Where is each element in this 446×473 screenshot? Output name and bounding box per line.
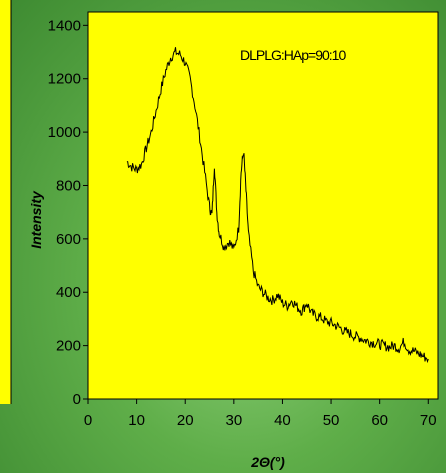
x-axis-label: 2Θ(°) (250, 454, 285, 470)
x-tick-label: 40 (274, 412, 291, 429)
y-tick-label: 200 (56, 338, 81, 355)
axes: 0 200 400 600 800 1000 1200 1400 0 10 20 30 40 50 60 70 (48, 12, 438, 429)
y-tick-label: 0 (73, 391, 81, 408)
x-tick-label: 60 (371, 412, 388, 429)
y-tick-label: 400 (56, 284, 81, 301)
y-axis-label: Intensity (28, 190, 44, 249)
y-tick-label: 600 (56, 231, 81, 248)
x-tick-label: 20 (177, 412, 194, 429)
y-tick-label: 800 (56, 177, 81, 194)
x-tick-label: 50 (323, 412, 340, 429)
x-tick-label: 10 (128, 412, 145, 429)
adjacent-panel-edge (0, 0, 11, 404)
data-marks (126, 47, 429, 364)
x-tick-label: 70 (420, 412, 437, 429)
x-tick-label: 0 (84, 412, 92, 429)
plot-area (87, 11, 439, 400)
y-tick-label: 1000 (48, 124, 81, 141)
x-tick-label: 30 (225, 412, 242, 429)
xrd-series-line (126, 47, 429, 364)
sample-annotation: DLPLG:HAp=90:10 (240, 47, 346, 63)
y-tick-label: 1400 (48, 17, 81, 34)
y-tick-label: 1200 (48, 71, 81, 88)
